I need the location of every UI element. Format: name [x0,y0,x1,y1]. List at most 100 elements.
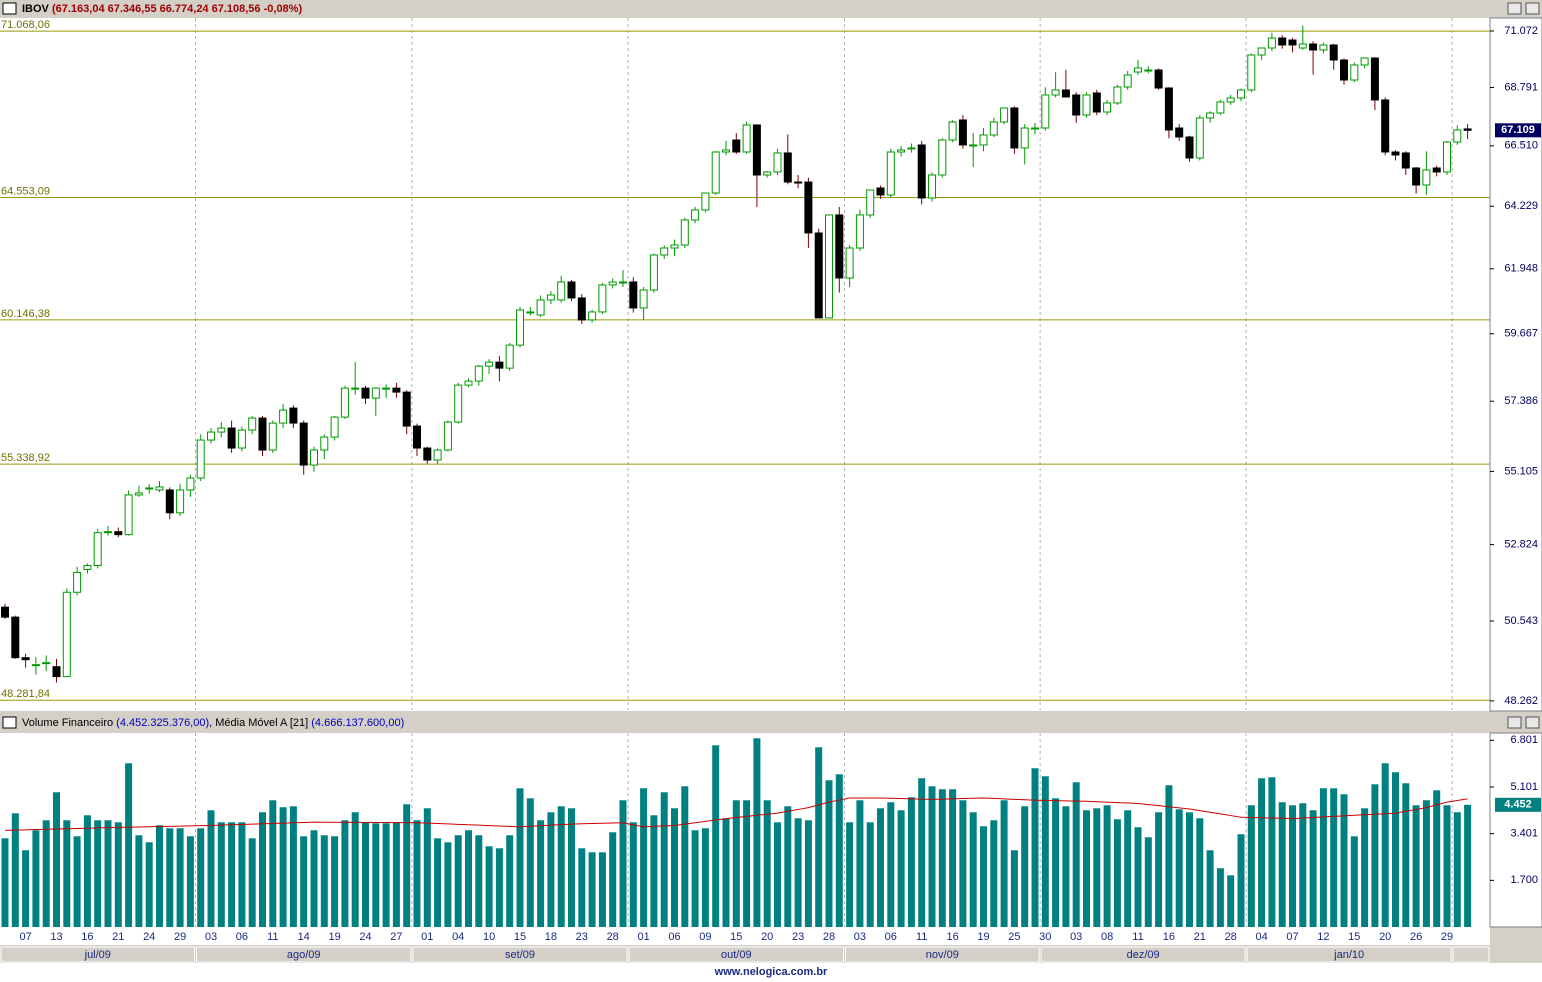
volume-bar [1464,804,1472,927]
candle-body [31,664,40,667]
volume-bar [1340,794,1348,927]
candle-body [1267,37,1276,49]
candle-body [1381,99,1390,153]
month-box [196,946,412,963]
candle-body [1072,94,1081,116]
volume-bar [1278,802,1286,927]
volume-bar [568,808,575,927]
month-box [412,946,628,963]
volume-bar [104,820,112,927]
candle-body [268,422,277,451]
x-tick-label: 28 [1225,931,1237,943]
volume-bar [22,850,30,927]
x-tick-label: 04 [1255,931,1267,943]
volume-bar [1134,827,1142,927]
volume-bar [1309,810,1317,927]
x-tick-label: 25 [1008,931,1020,943]
candle-body [310,449,318,466]
volume-bar [629,822,637,927]
x-tick-label: 30 [1039,931,1051,943]
candle-body [1123,74,1132,88]
candle-body [1051,89,1060,96]
candle-body [186,477,195,491]
x-tick-label: 03 [205,931,217,943]
x-tick-label: 26 [1410,931,1422,943]
volume-bar [907,797,915,927]
candle-body [443,421,452,451]
month-label: out/09 [721,949,752,961]
candle-body [783,152,792,183]
candle-body [11,616,20,659]
candle-body [227,427,236,449]
x-tick-label: 08 [1101,931,1113,943]
volume-bar [135,835,143,927]
volume-bar [1165,785,1173,927]
volume-bar [331,836,339,927]
candle-body [649,254,658,291]
candle-body [825,214,833,319]
candle-body [557,281,566,301]
x-tick-label: 10 [483,931,495,943]
candle-body [1113,86,1122,104]
volume-bar [53,792,60,927]
y-tick-label: 6.801 [1510,734,1538,746]
x-tick-label: 28 [823,931,835,943]
candle-body [1257,47,1266,56]
volume-bar [1062,806,1070,927]
volume-axis [1489,732,1542,928]
volume-bar [176,828,184,927]
candle-body [320,436,329,451]
volume-bar [1196,818,1204,927]
volume-bar [794,818,802,927]
maximize-button[interactable] [1507,716,1522,729]
candle-body [1391,151,1400,156]
candle-body [299,422,308,466]
candle-body [83,565,92,570]
volume-bar [310,830,318,927]
month-box [844,946,1040,963]
candle-body [1195,117,1204,159]
candle-body [433,449,442,461]
volume-bar [969,812,977,927]
volume-bar [1175,809,1183,927]
candle-body [361,387,370,399]
candle-body [1000,107,1009,123]
candle-body [969,144,978,147]
candle-body [886,151,895,196]
x-tick-label: 16 [946,931,958,943]
maximize-button[interactable] [1507,2,1522,15]
x-tick-label: 21 [112,931,124,943]
x-tick-label: 24 [359,931,371,943]
candle-body [1206,112,1215,119]
volume-bar [1433,790,1441,927]
volume-bar [1319,788,1327,927]
candle-body [73,571,82,593]
volume-bar [238,822,246,927]
candle-body [237,429,246,449]
close-button[interactable] [1525,2,1540,15]
volume-bar [94,820,102,927]
month-label: nov/09 [926,949,959,961]
candle-body [989,121,998,136]
volume-bar [743,800,751,927]
candle-body [928,174,936,199]
volume-bar [228,822,236,927]
volume-bar [444,842,452,927]
candle-body [1061,89,1070,98]
candle-body [732,139,741,153]
y-tick-label: 50.543 [1504,615,1538,627]
candle-body [423,447,432,461]
x-tick-label: 11 [267,931,278,943]
candle-body [330,416,339,438]
candle-body [1329,44,1338,61]
close-button[interactable] [1525,716,1540,729]
candle-body [217,427,226,433]
window-buttons[interactable] [1507,2,1540,729]
volume-bar [578,848,586,927]
x-tick-label: 20 [761,931,773,943]
volume-bar [825,780,833,927]
volume-bar [856,800,864,927]
volume-bar [949,789,957,927]
volume-bar [413,820,421,927]
